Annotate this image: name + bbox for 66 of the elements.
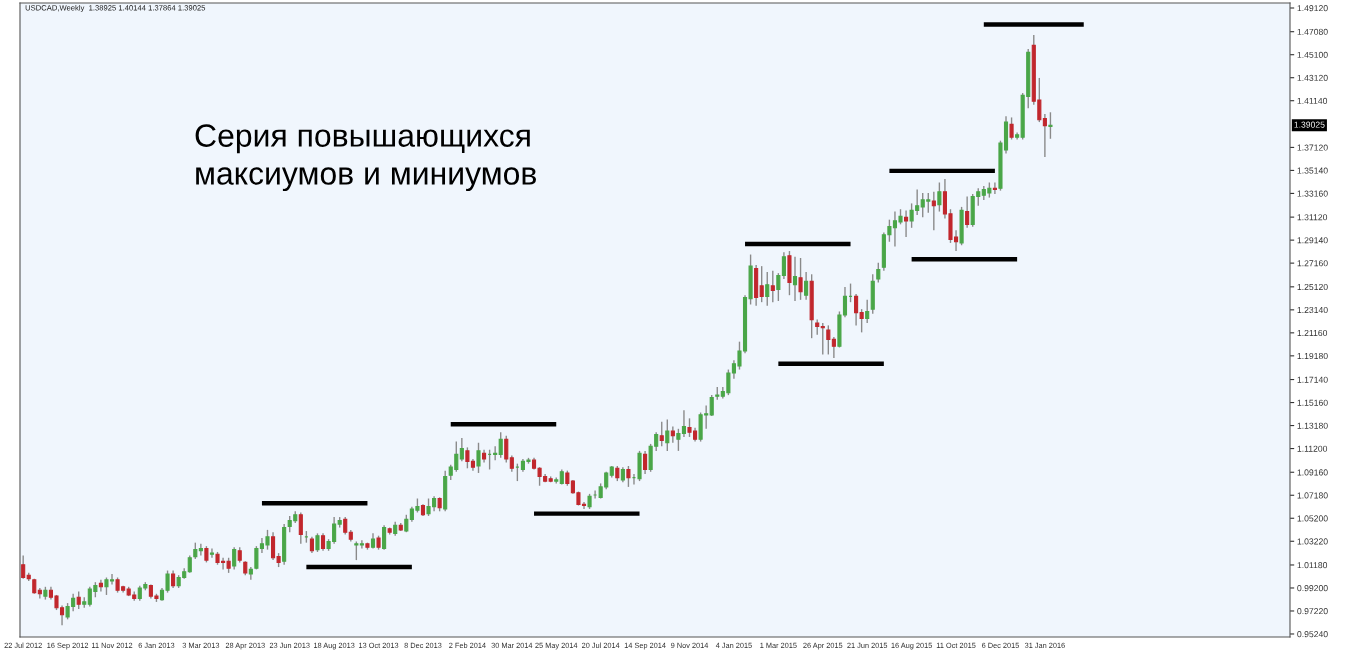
candlestick [504,435,509,464]
candlestick [831,336,836,359]
y-tick-label: 1.13180 [1297,422,1328,429]
y-tick-label: 1.47080 [1297,28,1328,35]
y-tick-label: 1.45100 [1297,51,1328,58]
candlestick [1009,116,1014,141]
y-tick-label: 1.31120 [1297,214,1328,221]
y-tick-label: 1.09160 [1297,469,1328,476]
y-tick-label: 1.35140 [1297,167,1328,174]
y-tick-label: 1.43120 [1297,74,1328,81]
candlestick [382,524,387,551]
y-tick-label: 1.19180 [1297,352,1328,360]
y-tick-label: 1.05200 [1297,515,1328,522]
candlestick [643,450,648,475]
candlestick [876,261,881,284]
candlestick [359,539,364,550]
y-tick-label: 1.03220 [1297,538,1328,545]
y-tick-label: 1.29140 [1297,237,1328,244]
y-tick-label: 0.99200 [1297,585,1328,592]
candlestick [792,256,798,302]
candlestick [759,265,764,303]
y-tick-label: 0.95240 [1297,631,1328,638]
candlestick [298,511,303,545]
candlestick [798,257,803,301]
candlestick [765,271,770,307]
y-tick-label: 1.37120 [1297,144,1328,151]
candlestick [498,431,503,459]
candlestick [659,421,664,447]
candlestick [232,546,237,571]
candlestick [315,532,320,553]
y-tick-label: 1.15160 [1297,399,1328,406]
y-tick-label: 1.11200 [1297,445,1328,452]
candlestick [665,418,670,452]
candlestick [1048,111,1053,140]
candlestick [493,445,498,461]
candlestick [626,465,631,488]
text: 1.39025 [1294,121,1325,128]
y-tick-label: 1.41140 [1297,97,1328,104]
candlestick [937,181,942,213]
y-tick-label: 0.97220 [1297,608,1328,615]
y-tick-label: 1.33160 [1297,190,1328,197]
candlestick [1042,113,1047,158]
candlestick [21,554,26,580]
candlestick [965,195,970,229]
y-tick-label: 1.27160 [1297,260,1328,267]
candlestick [354,540,359,561]
candlestick [820,322,825,356]
candlestick [670,425,675,444]
y-tick-label: 1.17140 [1297,376,1328,383]
y-tick-label: 1.49120 [1297,5,1328,12]
annotation: Серия повышающихся максиумов и миниумов [195,124,536,192]
candlestick [826,324,831,356]
y-tick-label: 1.25120 [1297,283,1328,291]
candlestick [804,271,809,301]
candlestick [209,547,215,559]
candlestick [770,270,775,303]
candlestick [992,181,997,195]
candlestick [865,299,870,324]
candlestick [198,543,203,557]
candlestick [476,442,481,474]
y-tick-label: 1.07180 [1297,492,1328,499]
candlestick [459,437,464,463]
candlestick [931,191,936,231]
y-tick-label: 1.23140 [1297,306,1328,314]
y-tick-label: 1.21160 [1297,329,1328,337]
y-tick-label: 1.01180 [1297,562,1328,569]
